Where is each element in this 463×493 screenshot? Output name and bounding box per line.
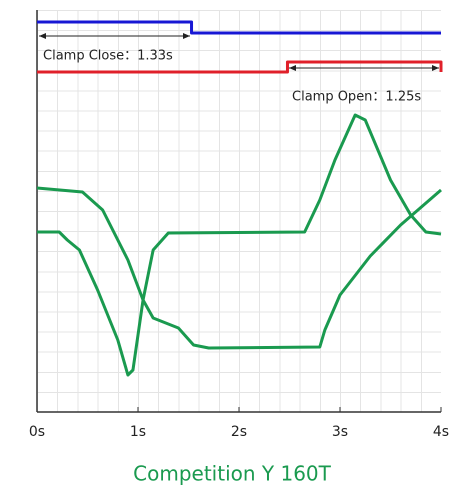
annotation: Clamp Close：1.33s <box>43 49 173 64</box>
line <box>37 20 441 35</box>
x-tick-label: 3s <box>332 424 348 440</box>
chart-title: Competition Y 160T <box>133 462 331 486</box>
x-tick-label: 0s <box>29 424 45 440</box>
x-tick-label: 4s <box>433 424 449 440</box>
line <box>37 113 442 377</box>
annotation: Clamp Open：1.25s <box>292 90 421 105</box>
x-tick-label: 1s <box>130 424 146 440</box>
line <box>36 186 442 350</box>
line <box>37 60 443 74</box>
x-tick-label: 2s <box>231 424 247 440</box>
